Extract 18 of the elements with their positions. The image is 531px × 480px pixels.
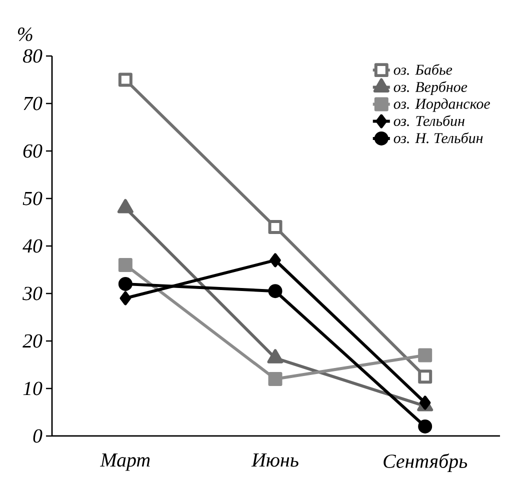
- y-tick-label: 70: [24, 96, 42, 110]
- x-tick-label: Июнь: [251, 454, 298, 467]
- y-tick-label: 40: [22, 239, 42, 253]
- y-axis-title: %: [18, 28, 32, 42]
- x-tick-label: Сентябрь: [384, 454, 468, 472]
- y-tick-label: 60: [23, 144, 42, 158]
- y-tick-label: 30: [22, 286, 42, 300]
- y-tick-label: 10: [23, 382, 42, 396]
- legend-label: оз. Бабье: [394, 64, 452, 75]
- y-tick-label: 0: [33, 429, 42, 443]
- x-tick-label: Март: [100, 454, 150, 471]
- legend-label: оз. Н. Тельбин: [394, 132, 483, 144]
- y-tick-label: 80: [22, 49, 42, 63]
- y-tick-label: 50: [22, 192, 42, 206]
- legend-label: оз. Тельбин: [394, 115, 464, 126]
- legend-label: оз. Иорданское: [394, 98, 490, 112]
- y-tick-label: 20: [22, 334, 42, 348]
- legend-label: оз. Вербное: [394, 81, 468, 96]
